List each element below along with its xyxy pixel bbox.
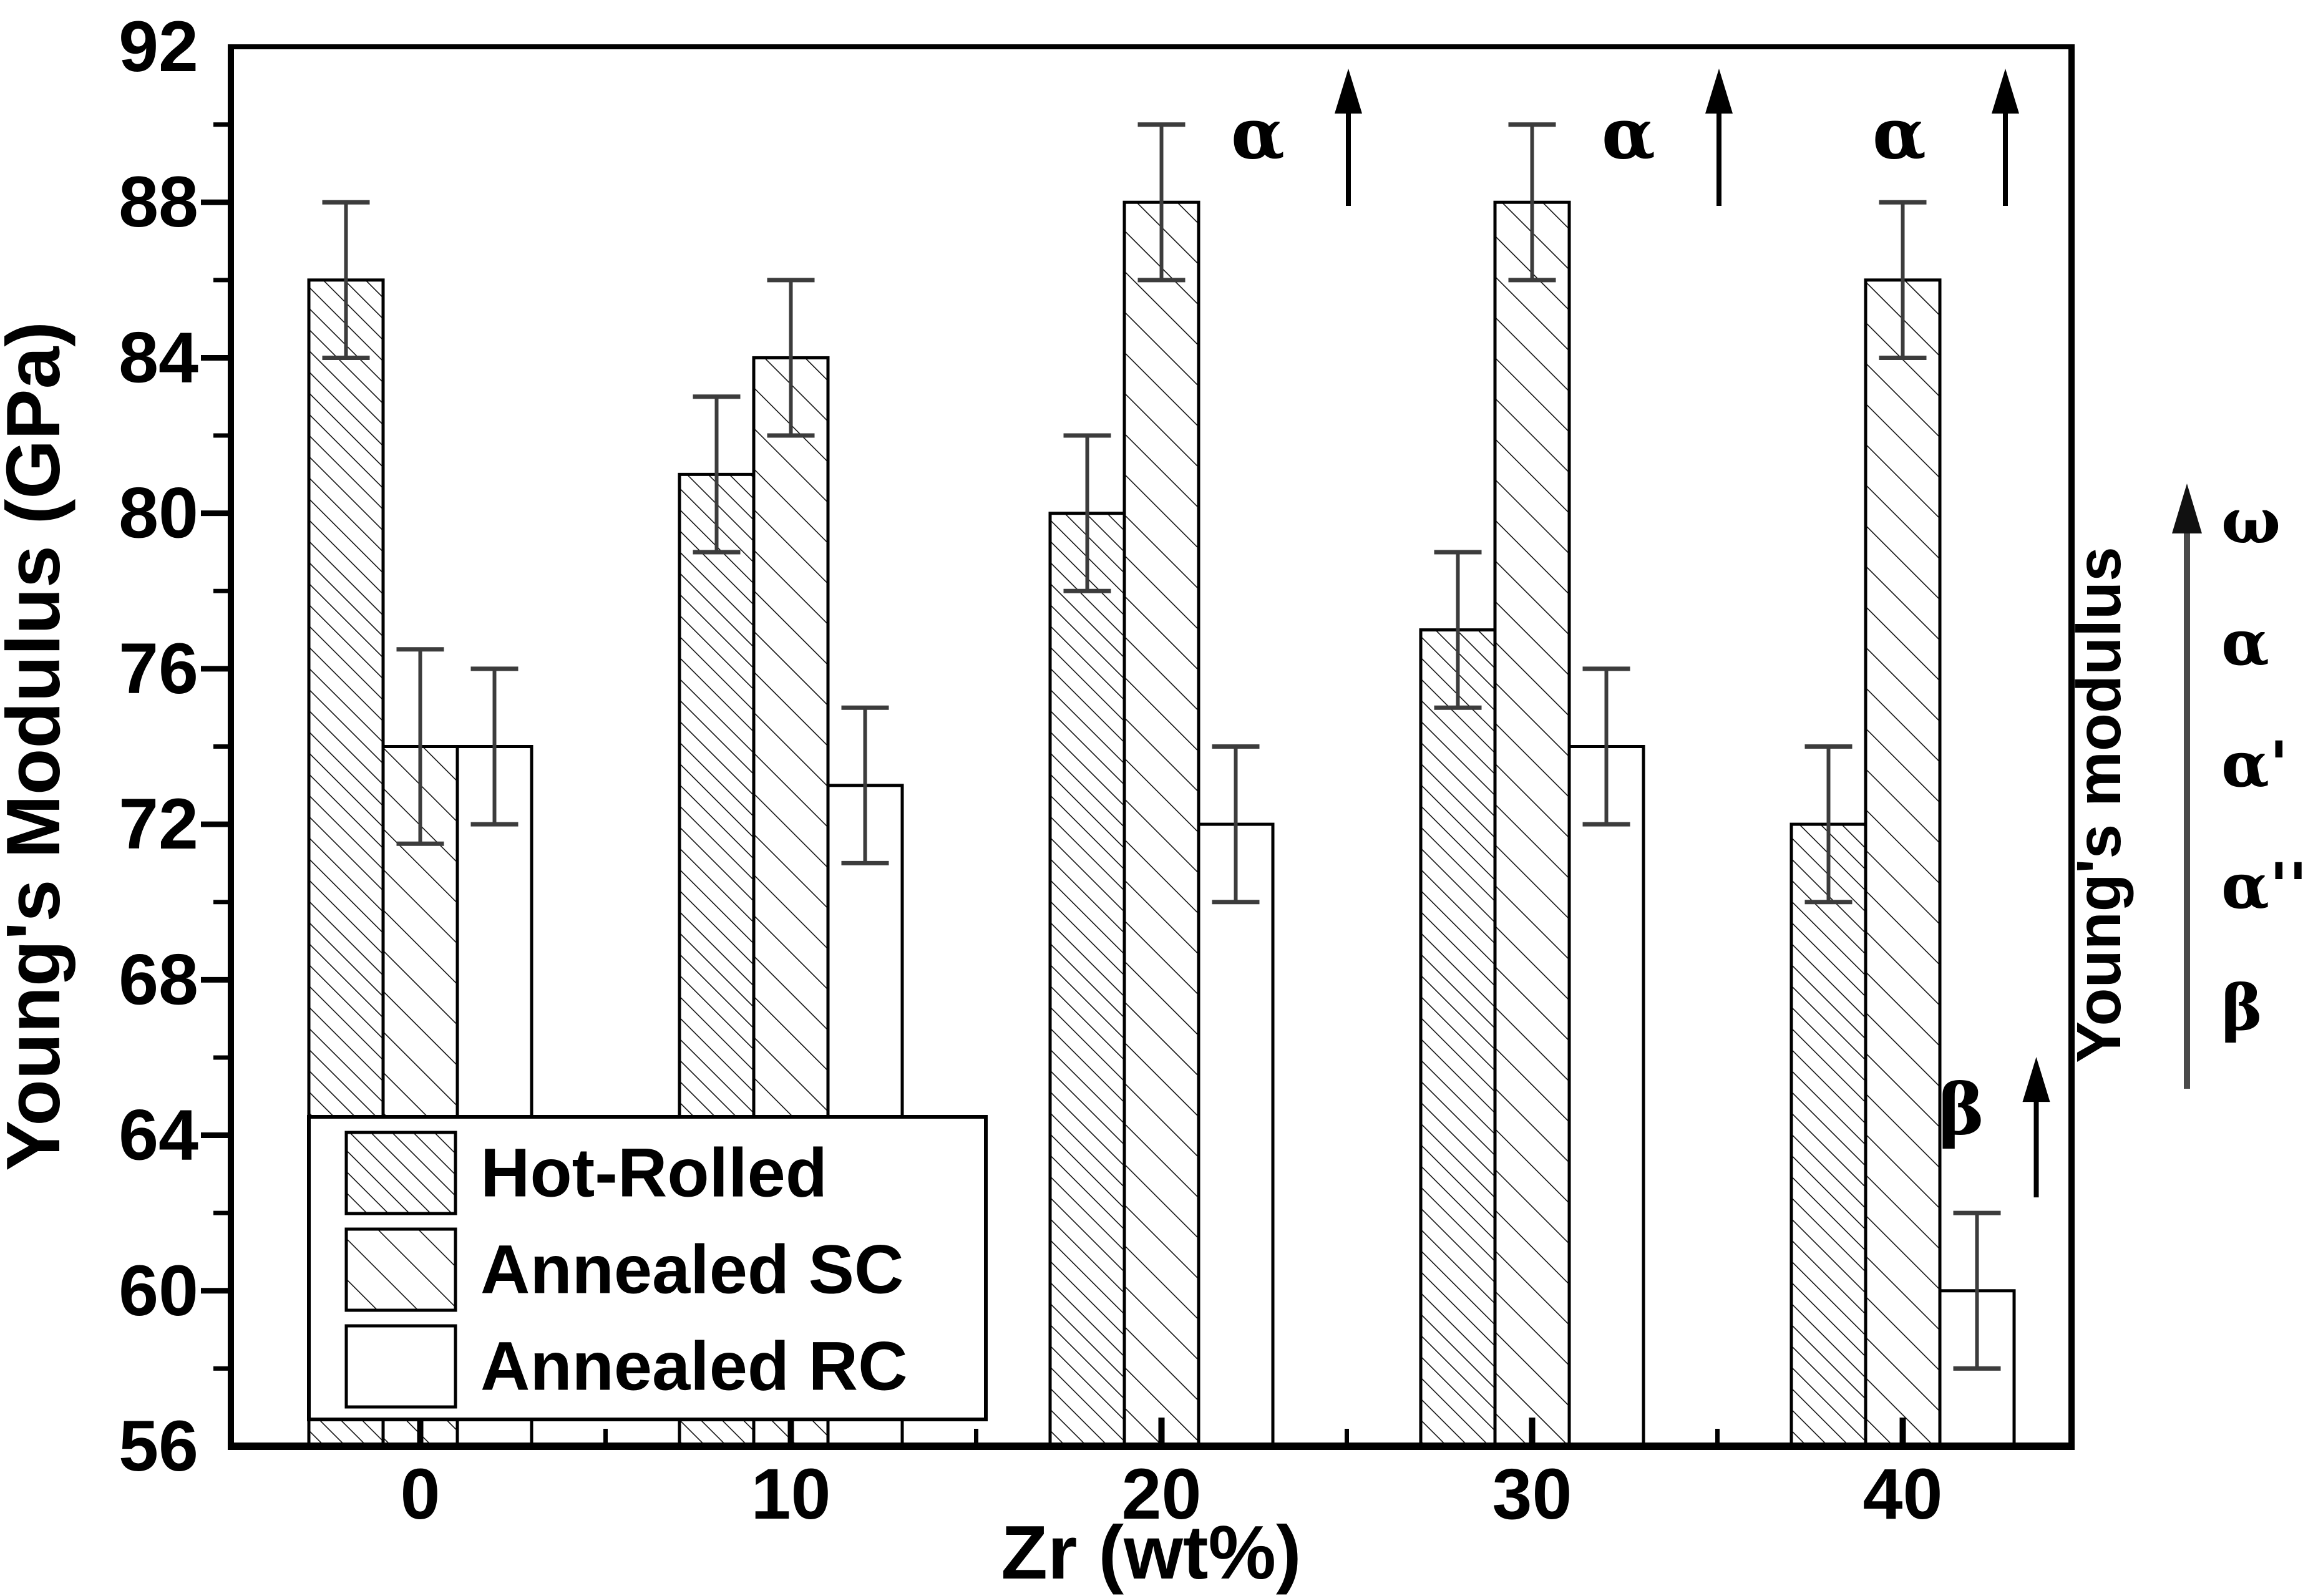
annotation-up-arrow-icon-1 (1705, 69, 1733, 206)
y-tick-label-76: 76 (119, 629, 198, 709)
x-tick-label-0: 0 (401, 1454, 441, 1534)
error-bars-group (322, 122, 2001, 1371)
phase-label-3: α'' (2221, 849, 2307, 923)
bar-annealed-rc-20 (1197, 822, 1275, 1448)
legend-swatch-annealed-sc (344, 1227, 457, 1312)
legend-swatch-hot-rolled (344, 1131, 457, 1215)
modulus-direction-arrow-icon (2172, 484, 2202, 1089)
legend-swatch-annealed-rc (344, 1324, 457, 1409)
errorbar-annealed-rc-0 (470, 666, 519, 827)
bar-annealed-sc-40 (1864, 278, 1942, 1448)
errorbar-annealed-sc-0 (396, 647, 444, 846)
errorbar-annealed-sc-40 (1879, 200, 1927, 360)
x-tick-labels: 0 10 20 30 40 (401, 1454, 1943, 1534)
y-tick-label-68: 68 (119, 940, 198, 1019)
annotation-letter-0: α (1231, 94, 1285, 175)
phase-label-2: α' (2221, 727, 2289, 801)
x-tick-label-10: 10 (751, 1454, 831, 1534)
legend-box: Hot-Rolled Annealed SC Annealed RC (307, 1115, 988, 1421)
y-tick-label-72: 72 (119, 784, 198, 864)
errorbar-annealed-rc-40 (1953, 1210, 2001, 1371)
phase-label-4: β (2221, 971, 2262, 1044)
bar-annealed-rc-30 (1567, 745, 1645, 1448)
y-axis-title: Young's Modulus (GPa) (0, 321, 75, 1171)
legend-item-annealed-sc: Annealed SC (344, 1227, 903, 1312)
y-tick-label-80: 80 (119, 474, 198, 553)
legend-label-hot-rolled: Hot-Rolled (480, 1135, 827, 1212)
errorbar-annealed-rc-30 (1582, 666, 1630, 827)
errorbar-annealed-sc-10 (767, 278, 815, 438)
y-tick-label-92: 92 (119, 7, 198, 87)
bar-hot-rolled-20 (1048, 512, 1126, 1448)
x-axis-title: Zr (wt%) (1001, 1510, 1301, 1595)
annotation-letter-2: α (1872, 94, 1926, 175)
annotation-up-arrow-icon-3 (2022, 1057, 2050, 1198)
annotation-α-20: α (1231, 69, 1362, 206)
y-tick-label-88: 88 (119, 162, 198, 242)
annotation-up-arrow-icon-0 (1335, 69, 1362, 206)
errorbar-annealed-sc-20 (1137, 122, 1186, 283)
errorbar-annealed-sc-30 (1508, 122, 1556, 283)
bar-hot-rolled-30 (1419, 628, 1497, 1448)
phase-label-0: ω (2221, 484, 2281, 558)
annotation-β-40: β (1938, 1057, 2050, 1198)
x-tick-label-30: 30 (1492, 1454, 1572, 1534)
right-panel-label: Young's modulus (2064, 547, 2134, 1063)
phase-list: ωα α' α'' β (2221, 484, 2307, 1044)
errorbar-hot-rolled-30 (1434, 550, 1482, 710)
y-tick-label-56: 56 (119, 1406, 198, 1486)
errorbar-hot-rolled-10 (693, 394, 741, 555)
right-phase-panel: Young's modulus ωα α' α'' β (2064, 484, 2307, 1089)
y-tick-label-64: 64 (119, 1096, 198, 1175)
errorbar-hot-rolled-0 (322, 200, 370, 360)
bar-hot-rolled-40 (1789, 822, 1867, 1448)
errorbar-hot-rolled-20 (1063, 433, 1111, 593)
x-axis-ticks (417, 1418, 1906, 1446)
y-tick-labels: 56 60 64 68 72 76 80 84 88 92 (119, 7, 198, 1486)
errorbar-hot-rolled-40 (1804, 744, 1853, 905)
annotation-letter-1: α (1602, 94, 1655, 175)
y-tick-label-60: 60 (119, 1251, 198, 1331)
legend-label-annealed-rc: Annealed RC (480, 1328, 908, 1405)
annotation-up-arrow-icon-2 (1992, 69, 2019, 206)
bar-annealed-sc-20 (1122, 200, 1200, 1448)
x-tick-label-20: 20 (1122, 1454, 1202, 1534)
panel-arrow-head (2172, 484, 2202, 533)
legend-item-hot-rolled: Hot-Rolled (344, 1131, 827, 1215)
phase-label-1: α (2221, 606, 2269, 679)
x-tick-label-40: 40 (1863, 1454, 1943, 1534)
y-axis-ticks (201, 122, 231, 1371)
errorbar-annealed-rc-10 (841, 705, 889, 865)
legend-item-annealed-rc: Annealed RC (344, 1324, 908, 1409)
y-tick-label-84: 84 (119, 318, 198, 397)
phase-annotations-group: α α α β (1231, 69, 2050, 1198)
annotation-α-30: α (1602, 69, 1733, 206)
legend-label-annealed-sc: Annealed SC (480, 1232, 903, 1308)
annotation-letter-3: β (1938, 1069, 1984, 1151)
annotation-α-40: α (1872, 69, 2019, 206)
errorbar-annealed-rc-20 (1212, 744, 1260, 905)
bar-annealed-sc-30 (1493, 200, 1571, 1448)
